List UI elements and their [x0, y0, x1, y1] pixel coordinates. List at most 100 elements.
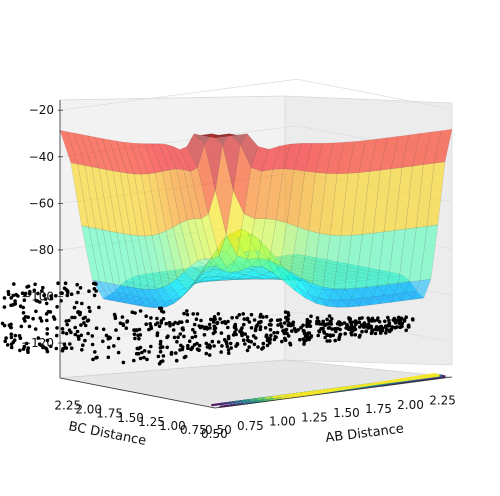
trajectory-point	[106, 355, 111, 360]
trajectory-point	[333, 338, 338, 343]
floor-contour-projection	[211, 373, 446, 408]
trajectory-point	[242, 322, 246, 327]
trajectory-point	[155, 331, 160, 335]
trajectory-point	[27, 292, 32, 296]
trajectory-point	[383, 319, 387, 324]
trajectory-point	[175, 339, 179, 344]
trajectory-point	[353, 333, 358, 337]
trajectory-point	[400, 324, 404, 329]
trajectory-point	[9, 296, 13, 300]
trajectory-point	[376, 326, 381, 331]
trajectory-point	[36, 291, 40, 296]
trajectory-point	[245, 335, 250, 339]
trajectory-point	[87, 305, 91, 310]
trajectory-point	[38, 316, 43, 320]
trajectory-point	[61, 346, 65, 351]
trajectory-point	[267, 322, 272, 327]
trajectory-point	[125, 319, 130, 323]
y-tick-label: 1.75	[96, 407, 123, 421]
trajectory-point	[60, 327, 65, 331]
trajectory-point	[121, 322, 125, 326]
trajectory-point	[284, 327, 289, 332]
x-tick-label: 1.50	[333, 406, 360, 420]
trajectory-point	[348, 317, 353, 321]
trajectory-point	[68, 342, 72, 346]
trajectory-point	[86, 331, 90, 336]
trajectory-point	[83, 323, 88, 328]
trajectory-point	[362, 325, 366, 329]
trajectory-point	[406, 324, 411, 329]
trajectory-point	[185, 309, 189, 313]
trajectory-point	[302, 342, 306, 346]
trajectory-point	[185, 312, 190, 317]
trajectory-point	[320, 322, 325, 326]
trajectory-point	[194, 317, 199, 322]
trajectory-point	[45, 338, 50, 343]
trajectory-point	[272, 331, 276, 335]
trajectory-point	[45, 332, 49, 336]
trajectory-point	[268, 327, 273, 332]
trajectory-point	[326, 326, 331, 330]
trajectory-point	[145, 357, 149, 362]
trajectory-point	[258, 327, 263, 332]
trajectory-point	[9, 342, 14, 347]
trajectory-point	[120, 315, 125, 319]
trajectory-point	[212, 344, 216, 348]
trajectory-point	[302, 339, 307, 344]
trajectory-point	[42, 293, 46, 298]
trajectory-point	[64, 319, 69, 323]
trajectory-point	[396, 318, 401, 323]
trajectory-point	[282, 321, 287, 325]
trajectory-point	[56, 281, 60, 286]
trajectory-point	[155, 316, 159, 321]
trajectory-point	[26, 350, 30, 355]
trajectory-point	[147, 350, 151, 354]
trajectory-point	[9, 345, 14, 350]
trajectory-point	[138, 309, 143, 313]
trajectory-point	[5, 343, 10, 347]
trajectory-point	[168, 323, 172, 328]
trajectory-point	[241, 338, 246, 343]
trajectory-point	[90, 334, 95, 338]
trajectory-point	[335, 326, 340, 331]
trajectory-point	[233, 330, 237, 335]
trajectory-point	[291, 320, 296, 325]
trajectory-point	[166, 334, 170, 339]
trajectory-point	[315, 316, 320, 320]
trajectory-point	[349, 320, 354, 324]
trajectory-point	[16, 294, 20, 298]
trajectory-point	[207, 353, 212, 357]
trajectory-point	[70, 315, 74, 320]
trajectory-point	[67, 328, 72, 333]
trajectory-point	[245, 316, 250, 321]
trajectory-point	[200, 324, 204, 329]
trajectory-point	[73, 325, 77, 330]
trajectory-point	[278, 318, 283, 322]
trajectory-point	[158, 349, 163, 354]
trajectory-point	[278, 322, 283, 326]
trajectory-point	[121, 360, 126, 365]
grid-line	[59, 78, 298, 111]
trajectory-point	[174, 358, 179, 363]
trajectory-point	[161, 354, 166, 358]
trajectory-point	[144, 322, 148, 327]
trajectory-point	[210, 339, 215, 344]
trajectory-point	[197, 348, 201, 352]
z-tick-label: −20	[29, 103, 54, 117]
trajectory-point	[396, 315, 401, 320]
trajectory-point	[204, 341, 209, 346]
trajectory-point	[369, 325, 374, 330]
trajectory-point	[186, 343, 190, 348]
trajectory-point	[395, 325, 399, 329]
trajectory-point	[159, 319, 164, 323]
trajectory-point	[32, 288, 37, 293]
trajectory-point	[373, 331, 378, 336]
trajectory-point	[226, 319, 230, 324]
trajectory-point	[364, 329, 369, 334]
x-tick-label: 0.50	[205, 423, 232, 437]
trajectory-point	[33, 327, 38, 331]
trajectory-point	[305, 317, 310, 322]
trajectory-point	[142, 349, 147, 353]
trajectory-point	[9, 303, 13, 308]
y-tick-label: 1.50	[117, 411, 144, 425]
